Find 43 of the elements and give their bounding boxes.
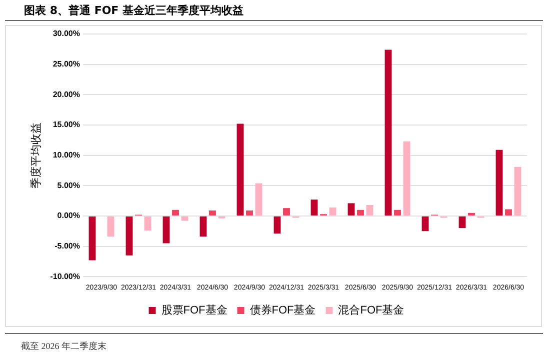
bar xyxy=(274,216,281,234)
bar xyxy=(236,124,244,216)
bar xyxy=(144,216,152,231)
bar xyxy=(172,210,179,216)
bar xyxy=(357,210,364,216)
bar xyxy=(255,183,262,216)
y-tick-label: 20.00% xyxy=(52,90,80,99)
bar xyxy=(384,50,392,216)
bar xyxy=(283,208,290,216)
y-tick-label: -5.00% xyxy=(54,241,80,250)
y-tick-label: 10.00% xyxy=(52,150,80,160)
y-tick-label: 25.00% xyxy=(52,60,80,69)
y-tick-label: -10.00% xyxy=(50,272,80,281)
bar xyxy=(310,200,318,216)
y-tick-label: 0.00% xyxy=(57,211,80,220)
legend-label: 混合FOF基金 xyxy=(338,304,404,317)
chart-title: 图表 8、普通 FOF 基金近三年季度平均收益 xyxy=(24,3,244,18)
bar xyxy=(366,205,374,216)
y-tick-label: 5.00% xyxy=(57,180,80,190)
bar xyxy=(181,216,188,221)
bar xyxy=(329,207,336,216)
y-axis-title: 季度平均收益 xyxy=(30,122,43,188)
bar xyxy=(496,150,503,216)
bar xyxy=(348,203,355,216)
bar xyxy=(162,216,170,244)
y-tick-label: 30.00% xyxy=(52,29,80,38)
bar xyxy=(246,210,253,216)
y-tick-label: 15.00% xyxy=(52,120,80,130)
bar xyxy=(126,216,133,256)
text: 截至 2026 年二季度末 xyxy=(21,340,106,353)
bar xyxy=(209,210,216,216)
bar xyxy=(468,212,475,216)
legend-label: 股票FOF基金 xyxy=(161,304,228,317)
bar xyxy=(422,216,429,232)
bar xyxy=(394,210,401,216)
legend-label: 债券FOF基金 xyxy=(250,304,316,317)
bar xyxy=(200,216,207,237)
bar xyxy=(107,216,114,237)
bar xyxy=(458,216,466,228)
bar xyxy=(505,209,512,216)
bar xyxy=(403,141,410,216)
bar xyxy=(88,216,96,260)
bar xyxy=(514,166,522,216)
